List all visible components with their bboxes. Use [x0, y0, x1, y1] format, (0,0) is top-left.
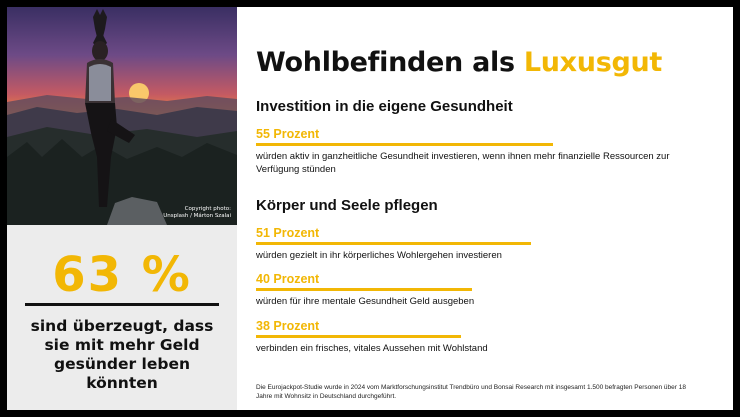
infographic: Copyright photo: Unsplash / Márton Szala… — [7, 7, 733, 410]
photo-credit: Copyright photo: Unsplash / Márton Szala… — [163, 206, 231, 220]
stat-item: 55 Prozent würden aktiv in ganzheitliche … — [256, 127, 696, 176]
stat-description: würden gezielt in ihr körperliches Wohle… — [256, 250, 502, 261]
stat-bar — [256, 288, 472, 291]
highlight-divider — [25, 303, 219, 306]
yoga-photo-illustration — [7, 9, 237, 225]
page-title: Wohlbefinden als Luxusgut — [256, 47, 662, 78]
section-heading-investment: Investition in die eigene Gesundheit — [256, 98, 513, 115]
page-title-main: Wohlbefinden als — [256, 47, 524, 78]
highlight-text: sind überzeugt, dass sie mit mehr Geld g… — [30, 317, 214, 392]
footnote: Die Eurojackpot-Studie wurde in 2024 vom… — [256, 384, 686, 400]
stat-bar — [256, 335, 462, 338]
section-heading-body-soul: Körper und Seele pflegen — [256, 197, 438, 214]
page-title-accent: Luxusgut — [523, 47, 663, 78]
stat-value-label: 38 Prozent — [256, 319, 320, 333]
stat-bar — [256, 242, 532, 245]
photo-credit-line2: Unsplash / Márton Szalai — [163, 213, 231, 219]
highlight-value: 63 % — [52, 247, 192, 303]
stat-value-label: 55 Prozent — [256, 127, 320, 141]
photo-credit-line1: Copyright photo: — [184, 206, 231, 212]
highlight-panel: 63 % sind überzeugt, dass sie mit mehr G… — [7, 225, 237, 410]
stat-value-label: 51 Prozent — [256, 226, 320, 240]
yoga-photo: Copyright photo: Unsplash / Márton Szala… — [7, 7, 237, 225]
stat-item: 38 Prozent verbinden ein frisches, vitale… — [256, 319, 696, 355]
stat-value-label: 40 Prozent — [256, 272, 320, 286]
stat-description: würden für ihre mentale Gesundheit Geld … — [256, 296, 475, 307]
stat-item: 51 Prozent würden gezielt in ihr körperli… — [256, 226, 696, 262]
stat-description: verbinden ein frisches, vitales Aussehen… — [256, 343, 488, 354]
stat-description: würden aktiv in ganzheitliche Gesundheit… — [256, 151, 670, 175]
stat-bar — [256, 143, 553, 146]
stat-item: 40 Prozent würden für ihre mentale Gesund… — [256, 272, 696, 308]
